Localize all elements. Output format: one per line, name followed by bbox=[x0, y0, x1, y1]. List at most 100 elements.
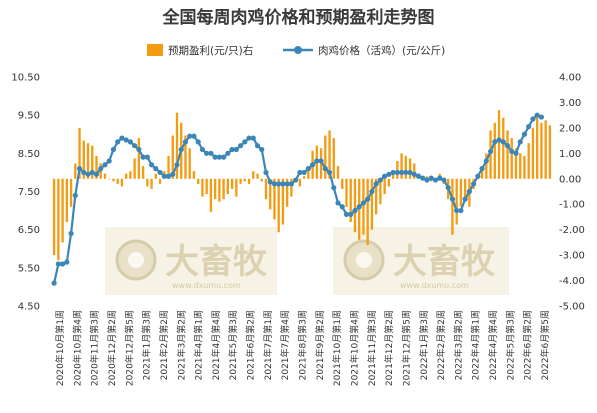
price-point bbox=[165, 173, 172, 179]
price-point bbox=[390, 169, 396, 176]
price-point bbox=[492, 139, 498, 145]
legend-line-label: 肉鸡价格（活鸡）(元/公斤) bbox=[318, 44, 445, 57]
profit-bar bbox=[201, 178, 204, 197]
price-point bbox=[513, 150, 519, 156]
price-point bbox=[182, 139, 189, 145]
x-tick-label: 2021年12月第5周 bbox=[400, 310, 412, 386]
price-point bbox=[119, 135, 125, 141]
x-tick-label: 2021年6月第2周 bbox=[245, 310, 257, 380]
price-point bbox=[110, 146, 117, 153]
price-point bbox=[148, 162, 155, 168]
price-point bbox=[343, 211, 350, 217]
price-point bbox=[76, 166, 83, 172]
price-point bbox=[195, 139, 201, 145]
price-point bbox=[170, 171, 176, 177]
price-point bbox=[144, 154, 150, 160]
profit-bar bbox=[370, 178, 374, 230]
price-point bbox=[284, 181, 290, 187]
price-point bbox=[462, 196, 468, 202]
price-point bbox=[280, 181, 286, 187]
price-point bbox=[348, 211, 354, 217]
price-point bbox=[424, 177, 430, 183]
profit-bar bbox=[69, 178, 73, 207]
price-point bbox=[68, 230, 74, 237]
price-point bbox=[51, 280, 57, 286]
price-point bbox=[382, 173, 388, 179]
profit-bar bbox=[408, 158, 412, 179]
profit-bar bbox=[527, 143, 530, 179]
price-point bbox=[267, 179, 273, 185]
x-tick-label: 2022年6月第5周 bbox=[539, 310, 551, 380]
x-tick-label: 2021年2月第2周 bbox=[158, 310, 170, 380]
profit-bar bbox=[400, 153, 403, 179]
price-point bbox=[271, 181, 278, 187]
price-point bbox=[534, 112, 540, 118]
right-tick-label: -2.00 bbox=[559, 225, 585, 236]
x-tick-label: 2022年4月第4周 bbox=[487, 310, 499, 380]
price-point bbox=[246, 135, 252, 141]
x-tick-label: 2020年11月第3周 bbox=[89, 310, 101, 386]
profit-bar bbox=[150, 178, 153, 189]
right-tick-label: -5.00 bbox=[559, 302, 585, 313]
profit-bar bbox=[184, 135, 187, 179]
price-point bbox=[178, 146, 184, 153]
price-point bbox=[471, 181, 477, 187]
profit-bar bbox=[52, 178, 56, 256]
profit-bar bbox=[95, 155, 98, 179]
legend-bar-swatch bbox=[147, 44, 163, 56]
price-point bbox=[314, 158, 320, 164]
profit-bar bbox=[536, 117, 539, 179]
price-point bbox=[157, 169, 163, 176]
profit-bar bbox=[222, 178, 225, 200]
profit-bar bbox=[451, 178, 454, 235]
profit-bar bbox=[226, 178, 230, 195]
x-tick-label: 2021年9月第2周 bbox=[314, 310, 326, 380]
profit-bar bbox=[366, 178, 369, 245]
price-point bbox=[161, 173, 167, 179]
price-point bbox=[187, 133, 193, 139]
price-point bbox=[59, 261, 66, 267]
price-point bbox=[225, 150, 231, 156]
legend-bar-label: 预期盈利(元/只)右 bbox=[168, 44, 253, 57]
profit-bar bbox=[103, 173, 107, 179]
profit-bar bbox=[243, 178, 246, 182]
profit-bar bbox=[57, 178, 60, 261]
price-point bbox=[432, 177, 439, 183]
right-tick-label: -3.00 bbox=[559, 251, 585, 262]
legend: 预期盈利(元/只)右 肉鸡价格（活鸡）(元/公斤) bbox=[147, 44, 445, 57]
price-point bbox=[428, 175, 434, 181]
price-point bbox=[449, 196, 456, 202]
price-point bbox=[259, 146, 265, 153]
profit-bar bbox=[171, 135, 174, 179]
profit-bar bbox=[133, 158, 136, 179]
x-axis: 2020年10月第1周 2020年10月第4周 2020年11月第3周 2020年12… bbox=[54, 310, 551, 386]
right-tick-label: -4.00 bbox=[559, 276, 585, 287]
profit-bar bbox=[188, 148, 191, 179]
profit-bar bbox=[141, 166, 145, 179]
profit-bar bbox=[74, 163, 77, 179]
price-point bbox=[55, 261, 61, 267]
price-point bbox=[106, 158, 112, 164]
price-point bbox=[415, 173, 422, 179]
x-tick-label: 2022年1月第3周 bbox=[418, 310, 430, 380]
right-tick-label: 4.00 bbox=[559, 73, 581, 84]
price-point bbox=[483, 158, 489, 164]
profit-bar bbox=[78, 127, 81, 179]
price-point bbox=[526, 124, 532, 130]
price-point bbox=[174, 162, 180, 168]
price-point bbox=[504, 143, 511, 149]
price-point bbox=[216, 154, 222, 160]
price-point bbox=[136, 146, 142, 153]
watermark-right-text: 大畜牧 bbox=[393, 242, 496, 282]
x-tick-label: 2022年5月第3周 bbox=[504, 310, 516, 380]
profit-bar bbox=[506, 130, 509, 179]
profit-bar bbox=[290, 178, 293, 197]
profit-bar bbox=[116, 178, 119, 184]
x-tick-label: 2020年12月第2周 bbox=[106, 310, 118, 386]
profit-bar bbox=[476, 178, 480, 180]
price-point bbox=[420, 175, 426, 181]
watermark-left-text: 大畜牧 bbox=[165, 242, 268, 282]
right-tick-label: 1.00 bbox=[559, 149, 581, 160]
price-point bbox=[254, 143, 261, 149]
